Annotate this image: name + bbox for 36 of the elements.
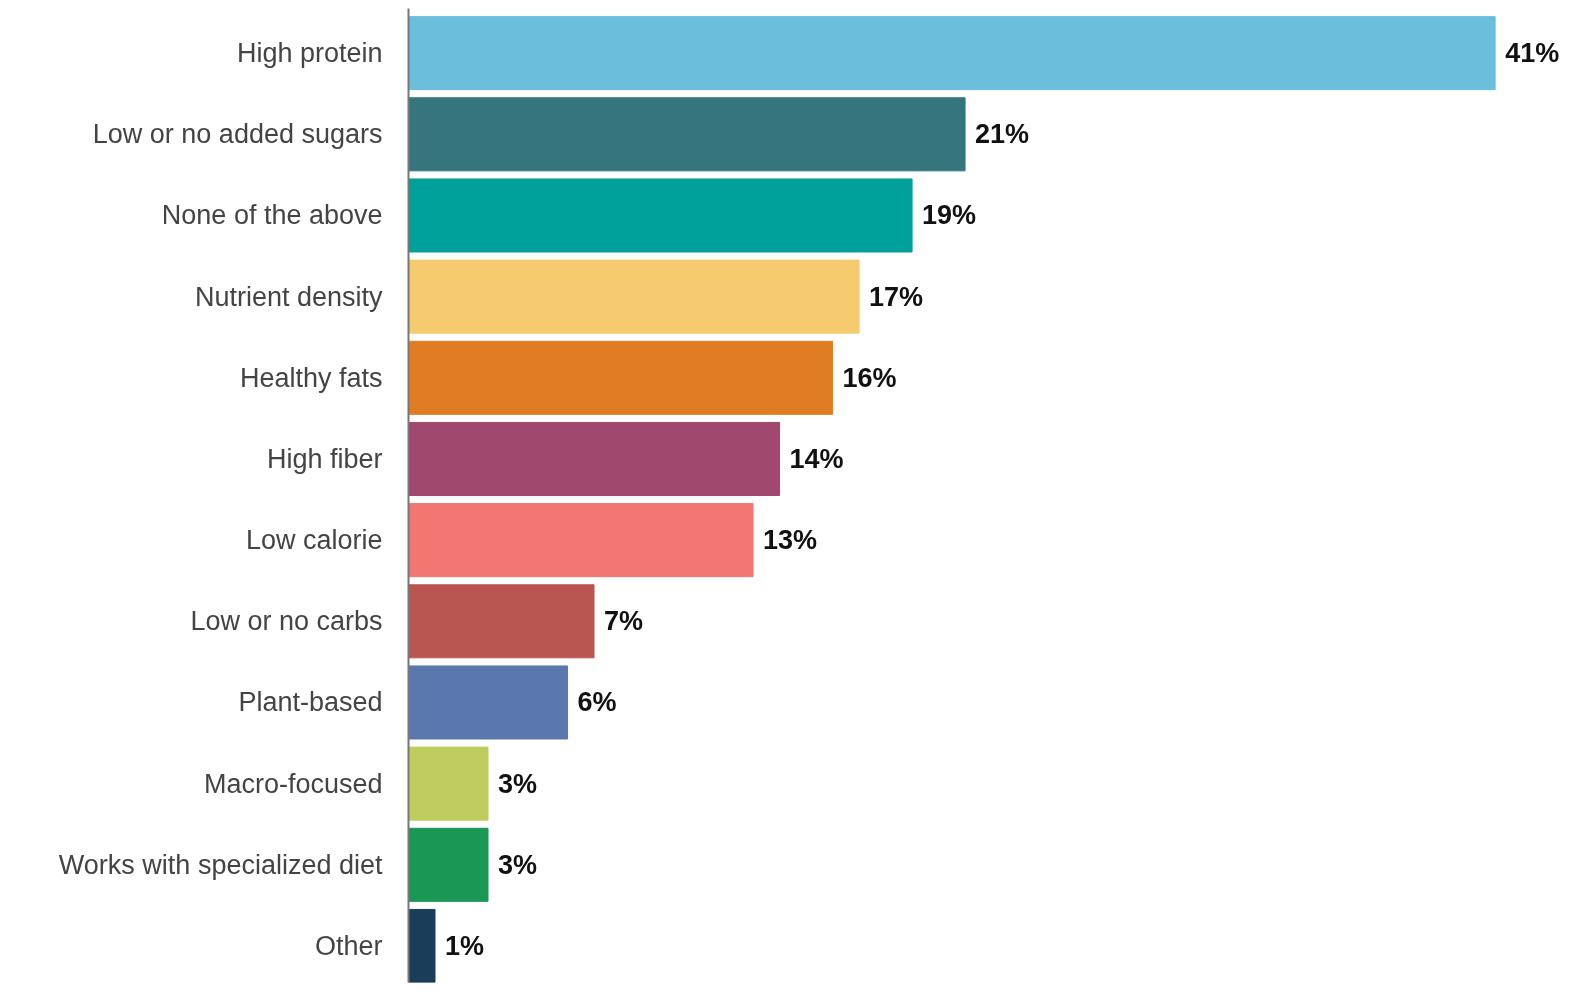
data-label: 17% — [869, 281, 924, 312]
bar — [408, 584, 595, 659]
data-label: 1% — [445, 930, 485, 961]
data-label: 3% — [498, 768, 538, 799]
y-tick-label: Low or no added sugars — [92, 119, 383, 150]
bar — [408, 178, 913, 253]
bar — [408, 908, 436, 983]
y-tick-label: Macro-focused — [203, 768, 383, 799]
data-label: 41% — [1505, 38, 1560, 69]
data-label: 3% — [498, 849, 538, 880]
data-label: 19% — [922, 200, 977, 231]
bar — [408, 259, 860, 334]
data-label: 13% — [763, 525, 818, 556]
y-tick-label: Plant-based — [238, 687, 383, 718]
bar — [408, 16, 1496, 91]
y-tick-label: Healthy fats — [239, 362, 383, 393]
y-tick-label: High fiber — [266, 443, 383, 474]
bar — [408, 97, 966, 172]
y-tick-label: Nutrient density — [194, 281, 383, 312]
y-tick-label: Low or no carbs — [190, 606, 383, 637]
data-label: 16% — [842, 362, 897, 393]
bar — [408, 340, 834, 415]
y-tick-label: Other — [314, 930, 383, 961]
data-label: 14% — [789, 443, 844, 474]
data-label: 7% — [604, 606, 644, 637]
bar — [408, 746, 489, 821]
data-label: 6% — [577, 687, 617, 718]
bar — [408, 421, 781, 496]
bar — [408, 503, 754, 578]
y-tick-label: High protein — [236, 38, 383, 69]
bar — [408, 827, 489, 902]
y-tick-label: Works with specialized diet — [58, 849, 383, 880]
y-tick-label: Low calorie — [245, 525, 383, 556]
data-label: 21% — [975, 119, 1030, 150]
bar — [408, 665, 569, 740]
y-tick-label: None of the above — [161, 200, 383, 231]
